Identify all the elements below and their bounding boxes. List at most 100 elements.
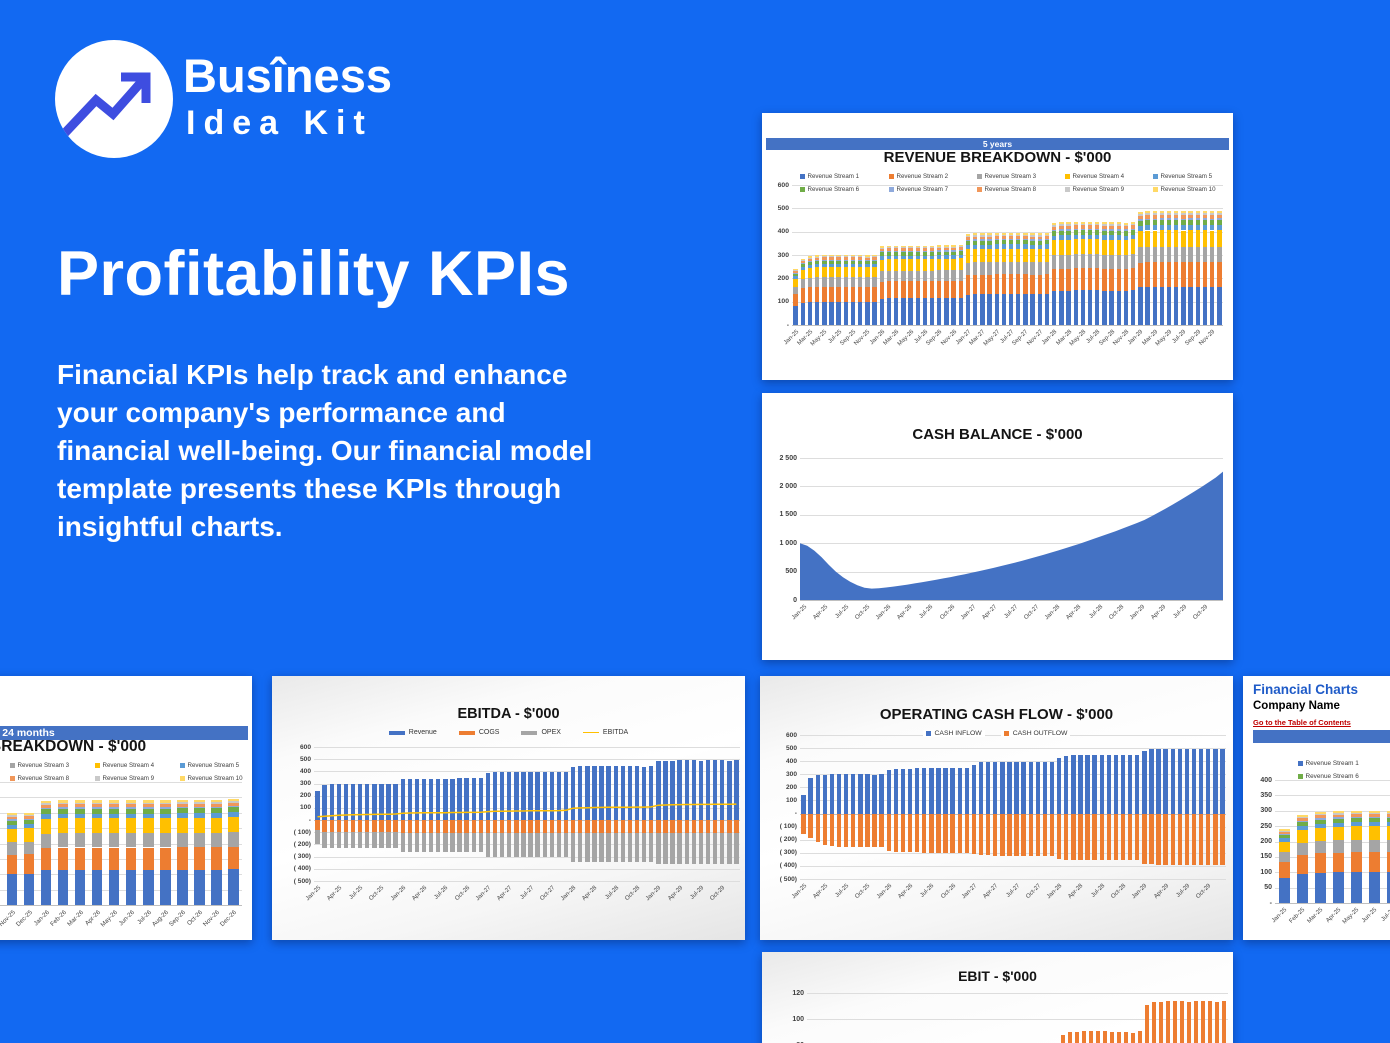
stacked-bar (1195, 210, 1201, 325)
bar-segment (1217, 218, 1222, 220)
bar-segment (965, 249, 971, 263)
bar-segment (793, 269, 798, 271)
outflow-bar (1028, 813, 1033, 856)
y-tick-label: 500 (785, 744, 797, 752)
x-tick-label: Oct-29 (1192, 604, 1210, 621)
cogs-bar (343, 820, 349, 833)
inflow-bar (1177, 749, 1183, 814)
bar-segment (1368, 818, 1380, 823)
bar-segment (951, 298, 956, 325)
bar-segment (1217, 212, 1222, 215)
bar-segment (793, 272, 798, 274)
bar-segment (6, 813, 18, 816)
legend-swatch (95, 776, 100, 781)
bar-segment (793, 278, 798, 287)
bar-segment (1073, 234, 1078, 240)
bar-segment (1138, 215, 1143, 220)
inflow-bar (1007, 761, 1012, 814)
outflow-bar (1085, 813, 1090, 861)
bar-segment (908, 248, 913, 251)
revenue-bar (507, 772, 512, 821)
bar-segment (1008, 274, 1014, 295)
bar-segment (6, 854, 18, 875)
y-tick-label: 600 (299, 743, 311, 751)
cogs-bar (407, 820, 413, 833)
cogs-bar (670, 820, 675, 834)
bar-segment (1386, 810, 1390, 813)
bar-segment (929, 248, 935, 251)
bar-segment (922, 247, 928, 249)
bar-segment (1296, 854, 1308, 874)
y-tick-label: 2 500 (779, 454, 797, 462)
bar-segment (1059, 222, 1064, 225)
y-tick-label: ( 200) (779, 836, 797, 844)
bar-segment (822, 277, 827, 287)
bar-segment (1152, 220, 1157, 226)
ebit-bar (1068, 1032, 1073, 1043)
bar-segment (836, 255, 841, 257)
bar-segment (987, 236, 992, 240)
bar-segment (1102, 229, 1107, 231)
bar-segment (944, 298, 949, 325)
bar-segment (944, 246, 949, 248)
bar-segment (74, 818, 86, 834)
legend-item: Revenue Stream 5 (180, 762, 239, 769)
bar-segment (1001, 274, 1007, 295)
bar-segment (872, 263, 877, 267)
opex-bar (443, 832, 448, 853)
ebit-bar (1152, 1002, 1157, 1043)
bar-segment (872, 286, 877, 302)
bar-segment (1159, 230, 1165, 247)
legend-label: Revenue Stream 2 (896, 173, 949, 180)
inflow-bar (1035, 761, 1041, 814)
bar-segment (1131, 268, 1136, 291)
bar-segment (1087, 221, 1093, 224)
legend-swatch (10, 776, 15, 781)
bar-segment (40, 804, 52, 808)
legend-swatch (977, 174, 982, 179)
bar-segment (987, 244, 992, 249)
revenue-bar (372, 783, 377, 821)
legend-label: Revenue Stream 3 (17, 762, 70, 769)
bar-segment (1138, 247, 1143, 263)
bar-segment (211, 808, 222, 813)
bar-segment (1059, 229, 1064, 231)
bar-segment (211, 832, 222, 848)
bar-segment (850, 260, 856, 264)
bar-segment (1202, 218, 1208, 220)
cogs-bar (599, 820, 604, 834)
bar-segment (951, 250, 956, 252)
revenue-bar (705, 760, 711, 821)
opex-bar (386, 832, 391, 849)
bar-segment (1174, 246, 1179, 263)
cogs-bar (677, 820, 682, 834)
inflow-bar (1064, 755, 1069, 814)
cogs-bar (350, 820, 356, 833)
bar-segment (1145, 213, 1150, 216)
bar-segment (1080, 225, 1086, 229)
outflow-bar (943, 813, 948, 853)
opex-bar (677, 833, 682, 865)
bar-segment (965, 294, 971, 325)
bar-segment (1102, 225, 1107, 229)
bar-segment (1023, 248, 1028, 262)
gridline (314, 795, 740, 797)
bar-segment (901, 252, 906, 256)
bar-segment (987, 239, 992, 241)
bar-segment (872, 259, 877, 261)
bar-segment (1116, 254, 1122, 269)
bar-segment (987, 240, 992, 245)
x-tick-label: Oct-29 (1195, 883, 1213, 900)
bar-segment (994, 261, 999, 275)
revenue-bar (663, 760, 668, 821)
bar-segment (1016, 236, 1021, 239)
bar-segment (1350, 822, 1362, 827)
bar-segment (972, 233, 978, 236)
gridline (792, 255, 1223, 256)
table-of-contents-link[interactable]: Go to the Table of Contents (1253, 718, 1351, 727)
chart-period-badge: 5 years (766, 138, 1229, 150)
bar-segment (1386, 812, 1390, 814)
bar-segment (23, 818, 35, 821)
bar-segment (958, 269, 963, 281)
bar-segment (194, 869, 205, 905)
